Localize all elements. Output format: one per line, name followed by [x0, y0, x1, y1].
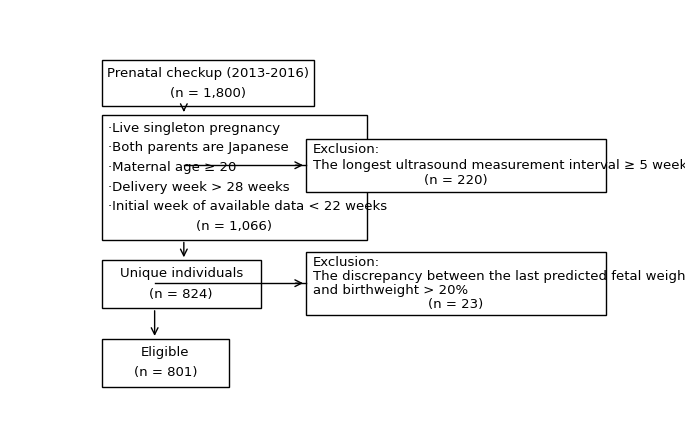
- Text: The longest ultrasound measurement interval ≥ 5 weeks: The longest ultrasound measurement inter…: [313, 159, 685, 172]
- FancyBboxPatch shape: [306, 252, 606, 315]
- FancyBboxPatch shape: [101, 115, 367, 240]
- Text: ·Delivery week > 28 weeks: ·Delivery week > 28 weeks: [108, 181, 290, 194]
- FancyBboxPatch shape: [306, 139, 606, 192]
- Text: The discrepancy between the last predicted fetal weight: The discrepancy between the last predict…: [313, 270, 685, 283]
- Text: ·Initial week of available data < 22 weeks: ·Initial week of available data < 22 wee…: [108, 200, 388, 213]
- Text: Prenatal checkup (2013-2016): Prenatal checkup (2013-2016): [107, 67, 309, 80]
- Text: Exclusion:: Exclusion:: [313, 256, 380, 269]
- Text: (n = 1,066): (n = 1,066): [197, 220, 272, 233]
- Text: (n = 1,800): (n = 1,800): [170, 87, 246, 99]
- Text: Eligible: Eligible: [141, 346, 190, 359]
- Text: (n = 801): (n = 801): [134, 366, 197, 380]
- FancyBboxPatch shape: [101, 339, 229, 387]
- Text: Exclusion:: Exclusion:: [313, 143, 380, 156]
- Text: (n = 220): (n = 220): [424, 174, 488, 187]
- FancyBboxPatch shape: [101, 60, 314, 106]
- FancyBboxPatch shape: [101, 260, 261, 308]
- Text: and birthweight > 20%: and birthweight > 20%: [313, 284, 468, 297]
- Text: ·Maternal age ≥ 20: ·Maternal age ≥ 20: [108, 161, 237, 174]
- Text: ·Live singleton pregnancy: ·Live singleton pregnancy: [108, 122, 281, 135]
- Text: Unique individuals: Unique individuals: [120, 267, 242, 280]
- Text: ·Both parents are Japanese: ·Both parents are Japanese: [108, 141, 289, 154]
- Text: (n = 824): (n = 824): [149, 288, 213, 301]
- Text: (n = 23): (n = 23): [428, 298, 484, 311]
